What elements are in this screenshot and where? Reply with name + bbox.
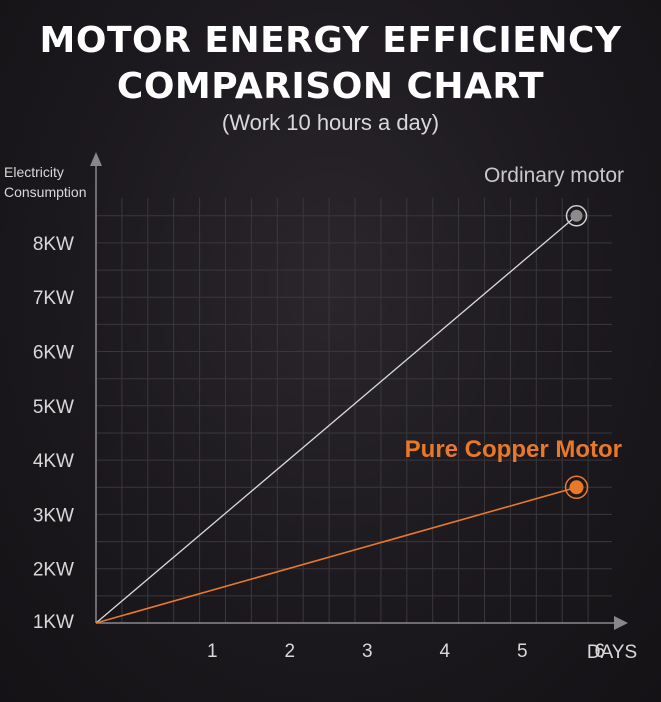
x-tick-label: 2 [285,641,296,662]
y-tick-label: 6KW [33,343,74,364]
series-line-ordinary-motor [95,215,577,624]
y-tick-label: 4KW [33,451,74,472]
chart-subtitle: (Work 10 hours a day) [221,110,440,135]
y-axis-label-line-1: Electricity [4,164,64,180]
x-axis-label: DAYS [587,642,637,663]
x-tick-label: 1 [207,641,218,662]
data-point-ring-pure-copper-motor [564,475,589,500]
data-point-ring-ordinary-motor [565,205,588,227]
y-tick-label: 1KW [33,612,74,633]
series-line-pure-copper-motor [95,486,577,624]
y-tick-label: 7KW [33,288,74,309]
x-tick-label: 4 [440,641,451,662]
chart-title-line-2: COMPARISON CHART [116,66,545,107]
data-point-pure-copper-motor [569,480,584,495]
x-tick-label: 5 [517,641,528,662]
x-axis-arrow [614,616,628,630]
series-label-pure-copper-motor: Pure Copper Motor [405,436,622,463]
x-tick-label: 6 [595,641,606,662]
y-tick-label: 2KW [33,560,74,581]
chart-title: MOTOR ENERGY EFFICIENCY COMPARISON CHART [0,18,661,110]
chart-title-line-1: MOTOR ENERGY EFFICIENCY [39,20,622,61]
y-tick-label: 5KW [33,397,74,418]
data-point-ordinary-motor [570,209,583,222]
y-tick-label: 3KW [33,505,74,526]
y-axis-label-line-2: Consumption [4,184,87,200]
x-tick-label: 3 [362,641,373,662]
series-label-ordinary-motor: Ordinary motor [484,164,624,187]
y-tick-label: 8KW [33,234,74,255]
y-axis-arrow [90,152,102,166]
